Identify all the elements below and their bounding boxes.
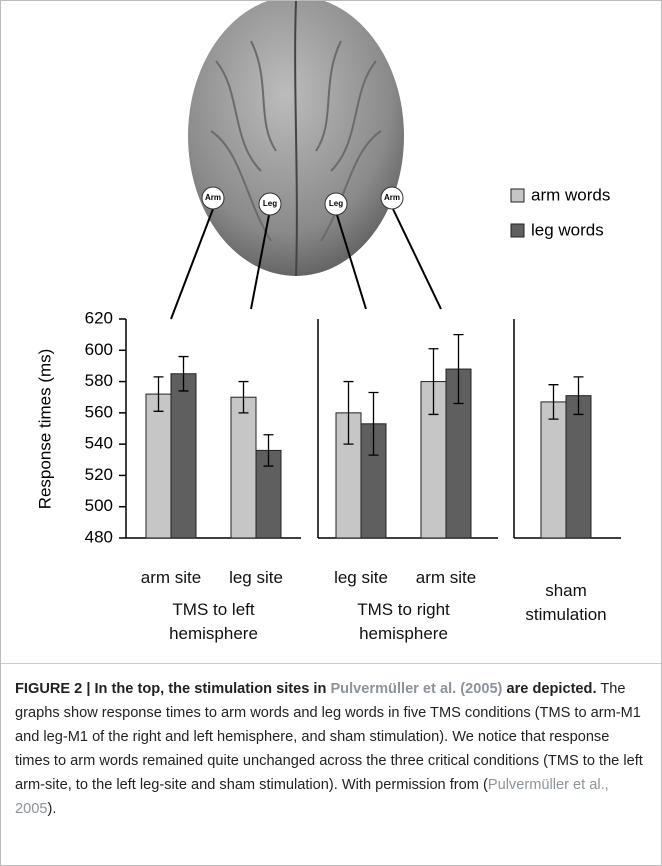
separator xyxy=(1,663,661,664)
bar xyxy=(231,397,256,538)
caption-end: ). xyxy=(47,801,56,817)
brain: Arm Leg Leg Arm xyxy=(171,1,441,319)
figure: Arm Leg Leg Arm Response times (ms) 480 5… xyxy=(0,0,662,866)
caption: FIGURE 2 | In the top, the stimulation s… xyxy=(15,677,645,821)
site-label: Leg xyxy=(263,199,277,208)
site-label: Arm xyxy=(384,193,400,202)
x-tick-label: arm site xyxy=(386,566,506,590)
caption-lead: FIGURE 2 | In the top, the stimulation s… xyxy=(15,681,326,697)
chart: Arm Leg Leg Arm Response times (ms) 480 5… xyxy=(1,1,661,661)
group-label: TMS to right hemisphere xyxy=(324,598,484,646)
y-tick-label: 500 xyxy=(85,496,113,515)
legend-label: arm words xyxy=(531,185,610,204)
y-tick-label: 600 xyxy=(85,340,113,359)
site-label: Arm xyxy=(205,193,221,202)
y-tick-label: 620 xyxy=(85,308,113,327)
x-tick-label: sham stimulation xyxy=(521,579,611,627)
legend-swatch xyxy=(511,189,524,202)
y-tick-label: 560 xyxy=(85,402,113,421)
legend-label: leg words xyxy=(531,220,604,239)
bar xyxy=(566,396,591,538)
x-tick-label: leg site xyxy=(196,566,316,590)
y-tick-label: 480 xyxy=(85,527,113,546)
y-tick-label: 540 xyxy=(85,434,113,453)
y-tick-label: 580 xyxy=(85,371,113,390)
citation[interactable]: Pulvermüller et al. (2005) xyxy=(330,681,502,697)
caption-lead: are depicted. xyxy=(506,681,596,697)
bar xyxy=(541,402,566,538)
bar xyxy=(171,374,196,538)
y-tick-label: 520 xyxy=(85,465,113,484)
bar xyxy=(146,394,171,538)
legend-swatch xyxy=(511,224,524,237)
y-axis-label: Response times (ms) xyxy=(35,349,54,510)
site-label: Leg xyxy=(329,199,343,208)
group-label: TMS to left hemisphere xyxy=(134,598,294,646)
